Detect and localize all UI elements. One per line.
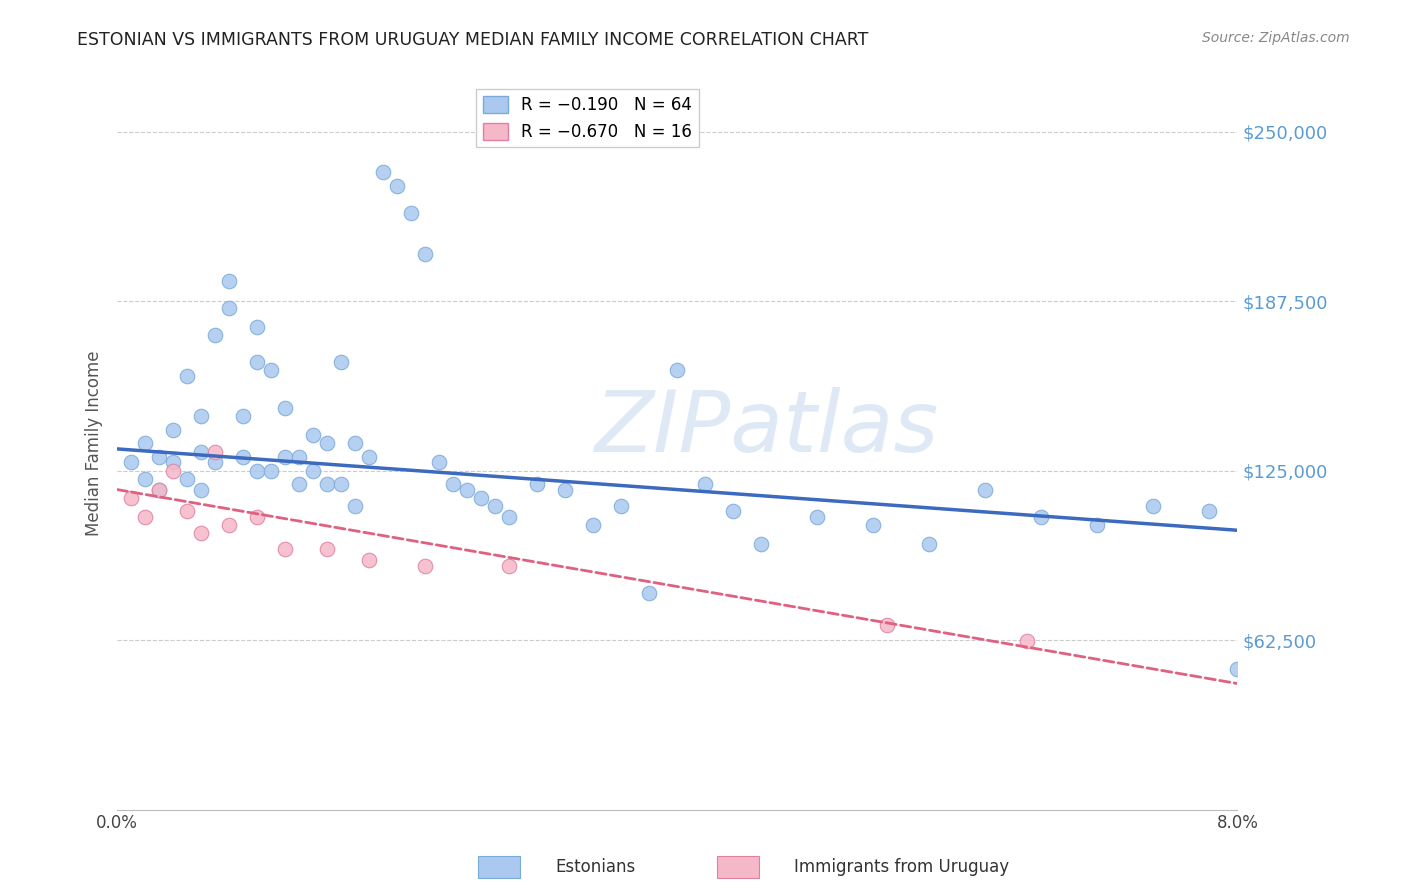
- Y-axis label: Median Family Income: Median Family Income: [86, 351, 103, 536]
- Point: [1226, 661, 1249, 675]
- Point: [190, 483, 212, 497]
- Point: [638, 585, 661, 599]
- Point: [204, 328, 226, 343]
- Point: [176, 504, 198, 518]
- Point: [359, 553, 381, 567]
- Point: [918, 537, 941, 551]
- Point: [246, 319, 269, 334]
- Point: [316, 436, 339, 450]
- Point: [120, 455, 142, 469]
- Point: [288, 477, 311, 491]
- Point: [330, 355, 353, 369]
- Point: [204, 444, 226, 458]
- Point: [302, 428, 325, 442]
- Point: [373, 165, 395, 179]
- Point: [413, 246, 436, 260]
- Point: [204, 455, 226, 469]
- Point: [316, 542, 339, 557]
- Point: [344, 436, 367, 450]
- Point: [274, 401, 297, 416]
- Text: Estonians: Estonians: [555, 858, 636, 876]
- Point: [1085, 517, 1108, 532]
- Point: [232, 409, 254, 424]
- Point: [148, 483, 170, 497]
- Point: [498, 509, 520, 524]
- Point: [413, 558, 436, 573]
- Point: [723, 504, 745, 518]
- Point: [134, 472, 156, 486]
- Point: [176, 368, 198, 383]
- Point: [876, 618, 898, 632]
- Point: [359, 450, 381, 464]
- Point: [148, 483, 170, 497]
- Point: [134, 509, 156, 524]
- Point: [274, 450, 297, 464]
- Point: [427, 455, 450, 469]
- Point: [246, 355, 269, 369]
- Text: Source: ZipAtlas.com: Source: ZipAtlas.com: [1202, 31, 1350, 45]
- Point: [470, 491, 492, 505]
- Point: [974, 483, 997, 497]
- Point: [387, 178, 409, 193]
- Point: [246, 464, 269, 478]
- Point: [498, 558, 520, 573]
- Point: [246, 509, 269, 524]
- Point: [1031, 509, 1053, 524]
- Point: [484, 499, 506, 513]
- Point: [316, 477, 339, 491]
- Point: [526, 477, 548, 491]
- Point: [232, 450, 254, 464]
- Point: [218, 517, 240, 532]
- Point: [456, 483, 478, 497]
- Point: [806, 509, 828, 524]
- Point: [260, 363, 283, 377]
- Point: [120, 491, 142, 505]
- Point: [399, 206, 422, 220]
- Point: [190, 409, 212, 424]
- Point: [749, 537, 772, 551]
- Point: [1017, 634, 1039, 648]
- Point: [176, 472, 198, 486]
- Point: [695, 477, 717, 491]
- Point: [288, 450, 311, 464]
- Point: [218, 274, 240, 288]
- Point: [344, 499, 367, 513]
- Point: [610, 499, 633, 513]
- Text: ZIPatlas: ZIPatlas: [595, 387, 939, 470]
- Point: [190, 525, 212, 540]
- Legend: R = −0.190   N = 64, R = −0.670   N = 16: R = −0.190 N = 64, R = −0.670 N = 16: [477, 89, 699, 147]
- Point: [260, 464, 283, 478]
- Point: [162, 423, 184, 437]
- Point: [330, 477, 353, 491]
- Point: [1142, 499, 1164, 513]
- Point: [302, 464, 325, 478]
- Point: [666, 363, 689, 377]
- Point: [862, 517, 884, 532]
- Point: [274, 542, 297, 557]
- Point: [554, 483, 576, 497]
- Point: [162, 464, 184, 478]
- Point: [162, 455, 184, 469]
- Point: [148, 450, 170, 464]
- Point: [441, 477, 464, 491]
- Text: Immigrants from Uruguay: Immigrants from Uruguay: [794, 858, 1010, 876]
- Point: [134, 436, 156, 450]
- Text: ESTONIAN VS IMMIGRANTS FROM URUGUAY MEDIAN FAMILY INCOME CORRELATION CHART: ESTONIAN VS IMMIGRANTS FROM URUGUAY MEDI…: [77, 31, 869, 49]
- Point: [218, 301, 240, 315]
- Point: [582, 517, 605, 532]
- Point: [1198, 504, 1220, 518]
- Point: [190, 444, 212, 458]
